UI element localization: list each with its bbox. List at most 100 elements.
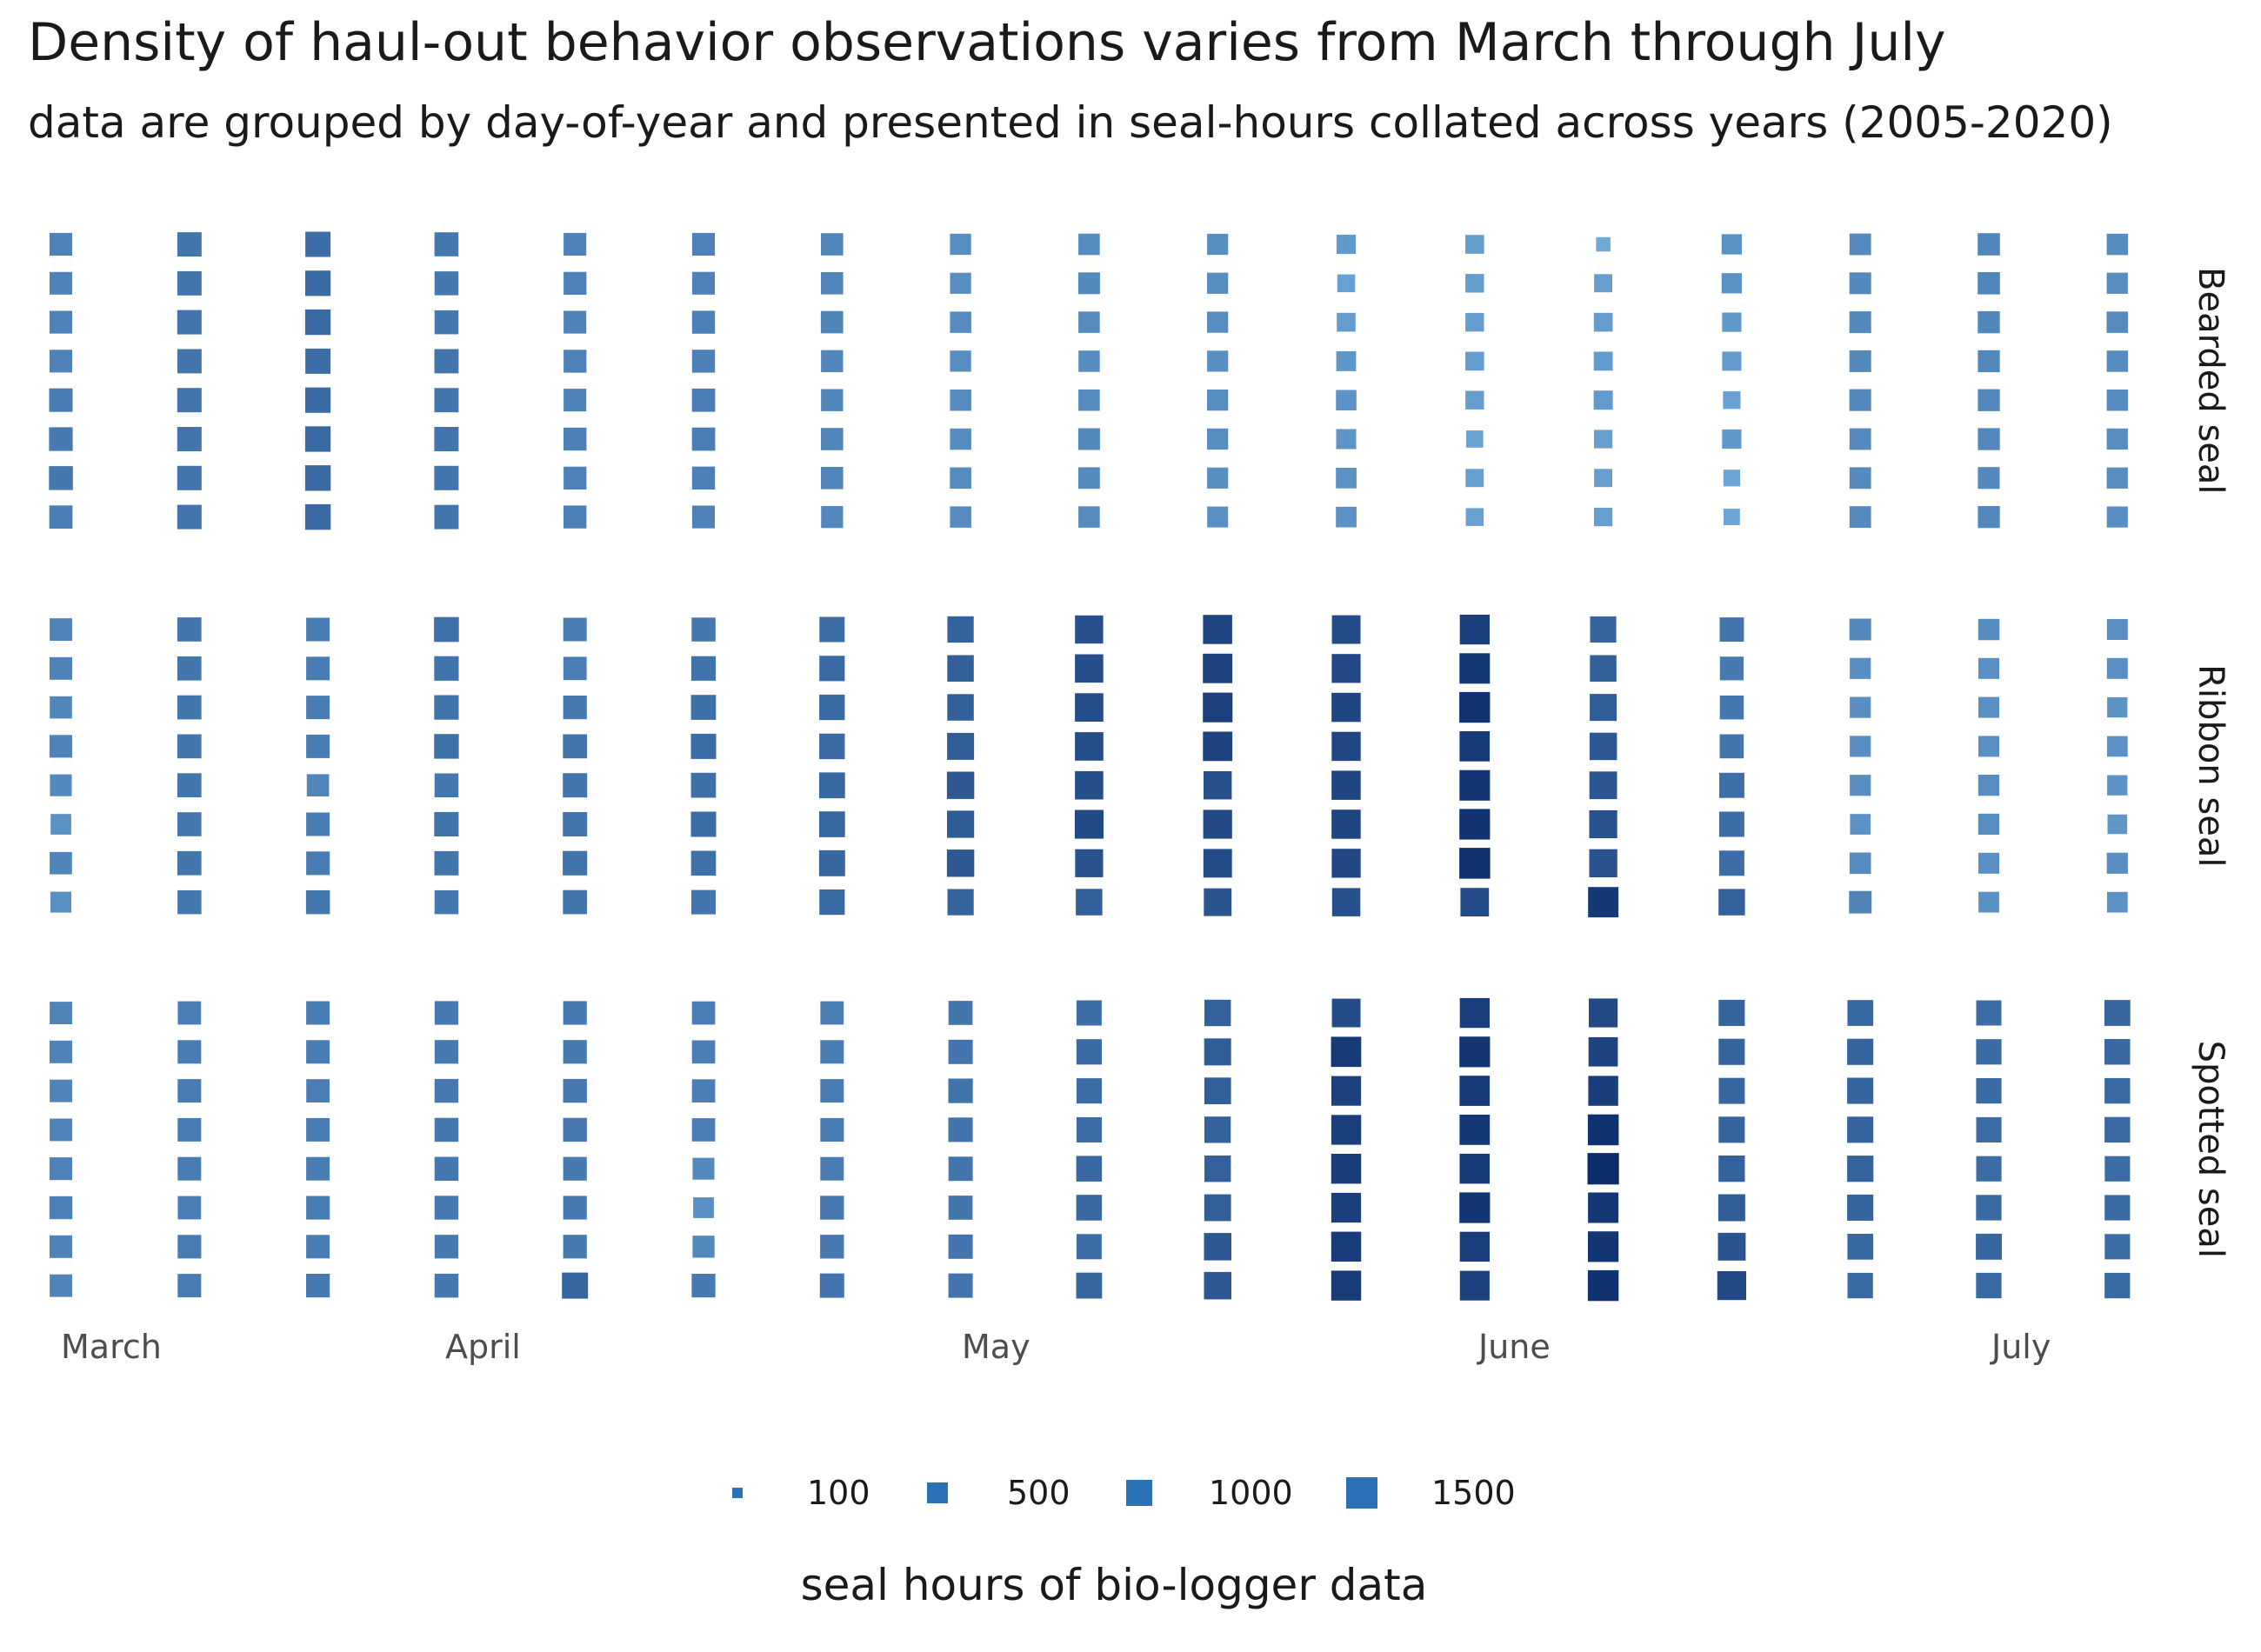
heatmap-cell [1075, 770, 1104, 800]
heatmap-cell [563, 1196, 587, 1220]
heatmap-cell [2107, 775, 2128, 796]
heatmap-cell [1850, 736, 1871, 757]
heatmap-cell [948, 1078, 973, 1103]
heatmap-cell [1331, 1036, 1362, 1068]
heatmap-cell [563, 1001, 587, 1025]
heatmap-cell [434, 695, 459, 720]
heatmap-cell [1076, 1234, 1102, 1260]
heatmap-cell [819, 694, 845, 721]
heatmap-cell [1849, 428, 1871, 450]
heatmap-cell [1978, 506, 2000, 529]
heatmap-cell [691, 1274, 716, 1298]
heatmap-cell [2104, 1039, 2131, 1065]
heatmap-cell [1978, 775, 2000, 796]
heatmap-cell [563, 1078, 587, 1103]
heatmap-cell [947, 655, 974, 682]
heatmap-cell [177, 1079, 202, 1103]
heatmap-cell [434, 427, 459, 451]
heatmap-cell [1849, 350, 1871, 372]
heatmap-cell [1465, 508, 1484, 526]
heatmap-cell [1593, 351, 1613, 371]
heatmap-cell [1594, 508, 1613, 527]
heatmap-cell [177, 1235, 202, 1259]
heatmap-cell [177, 773, 202, 797]
heatmap-cell [819, 889, 845, 916]
heatmap-cell [1849, 389, 1871, 411]
heatmap-cell [1850, 657, 1871, 679]
heatmap-cell [49, 350, 72, 373]
heatmap-cell [563, 734, 587, 759]
heatmap-cell [1850, 696, 1871, 718]
heatmap-cell [1978, 467, 2000, 490]
heatmap-cell [434, 773, 459, 797]
heatmap-cell [1588, 1231, 1619, 1262]
heatmap-cell [1204, 1233, 1231, 1261]
heatmap-cell [1459, 997, 1490, 1029]
heatmap-cell [2104, 1077, 2131, 1104]
heatmap-cell [1718, 999, 1745, 1026]
heatmap-cell [304, 309, 331, 336]
heatmap-cell [950, 390, 971, 411]
legend-key [1126, 1480, 1152, 1506]
heatmap-cell [1336, 351, 1357, 371]
heatmap-cell [1207, 311, 1229, 333]
heatmap-cell [1459, 1153, 1490, 1184]
heatmap-cell [1590, 655, 1617, 682]
heatmap-cell [1978, 350, 2000, 373]
heatmap-cell [1331, 770, 1361, 800]
heatmap-cell [1717, 1194, 1745, 1222]
heatmap-cell [1978, 233, 2000, 256]
heatmap-cell [563, 696, 587, 720]
heatmap-cell [1976, 1116, 2002, 1142]
heatmap-cell [304, 465, 331, 491]
heatmap-cell [1331, 1270, 1362, 1301]
heatmap-cell [49, 310, 72, 334]
heatmap-cell [50, 1274, 72, 1297]
heatmap-cell [177, 349, 202, 374]
heatmap-cell [564, 389, 587, 412]
heatmap-cell [1465, 274, 1484, 293]
heatmap-cell [819, 811, 845, 837]
heatmap-cell [1203, 809, 1232, 839]
heatmap-cell [948, 1001, 973, 1025]
heatmap-cell [2104, 1272, 2131, 1299]
heatmap-cell [947, 889, 974, 916]
heatmap-cell [691, 1118, 716, 1142]
heatmap-cell [1076, 889, 1103, 916]
heatmap-cell [1207, 272, 1229, 294]
heatmap-cell [306, 1156, 330, 1181]
heatmap-cell [306, 1274, 330, 1298]
size-legend: 100 500 1000 1500 seal hours of bio-logger d… [732, 1474, 1516, 1610]
heatmap-cell [563, 1040, 587, 1064]
heatmap-cell [177, 1040, 202, 1064]
heatmap-cell [306, 1079, 330, 1102]
heatmap-cell [947, 810, 975, 838]
heatmap-cell [177, 1156, 202, 1181]
heatmap-cell [177, 465, 202, 490]
facet-bearded-seal: Bearded seal [49, 231, 2231, 530]
heatmap-cell [1847, 1156, 1874, 1182]
heatmap-cell [1588, 887, 1619, 918]
heatmap-cell [690, 695, 717, 720]
heatmap-cell [306, 774, 330, 796]
heatmap-cell [177, 1196, 202, 1220]
heatmap-cell [1207, 350, 1229, 372]
heatmap-cell [1459, 848, 1491, 879]
heatmap-cell [177, 388, 202, 413]
heatmap-cell [1075, 654, 1104, 683]
heatmap-cell [950, 428, 971, 450]
heatmap-cell [2107, 736, 2128, 757]
heatmap-cell [1847, 1077, 1874, 1104]
heatmap-cell [1207, 233, 1229, 256]
facet-label: Bearded seal [2191, 267, 2231, 494]
heatmap-cell [1978, 696, 1999, 718]
heatmap-cell [564, 505, 587, 529]
heatmap-cell [1465, 312, 1484, 332]
heatmap-cell [2106, 657, 2128, 679]
heatmap-cell [563, 1235, 587, 1259]
heatmap-cell [1847, 1038, 1874, 1065]
heatmap-cell [1075, 849, 1104, 877]
heatmap-cell [304, 503, 331, 530]
heatmap-cell [434, 1040, 458, 1064]
heatmap-cell [1204, 1038, 1231, 1066]
